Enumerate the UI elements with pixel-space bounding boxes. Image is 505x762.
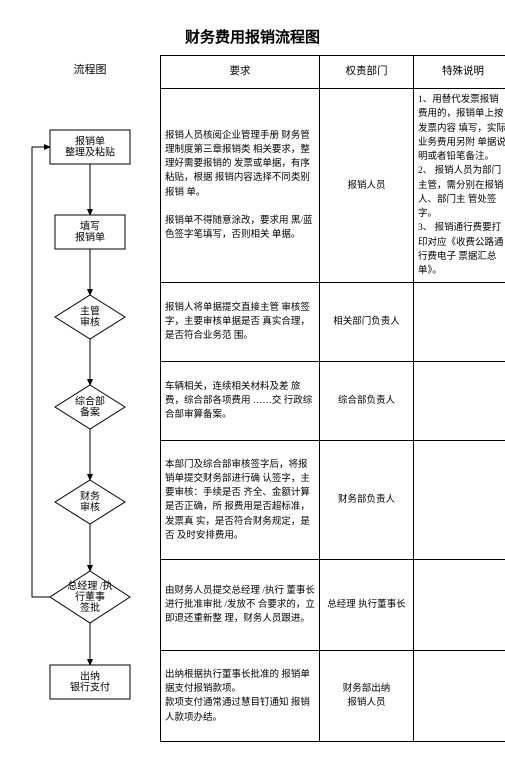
table-row: 出纳根据执行董事长批准的 报销单据支付报销款项。款项支付通常通过慧目钉通知 报销… [161, 651, 505, 742]
cell-dept: 报销人员 [320, 89, 414, 283]
svg-text:总经理 /执: 总经理 /执 [67, 579, 112, 592]
cell-req: 本部门及综合部审核签字后，将报销单提交财务部进行确 认签字，主要审核：手续是否 … [161, 441, 320, 560]
description-table: 要求 权责部门 特殊说明 报销人员核阅企业管理手册 财务管理制度第三章报销类 相… [160, 55, 505, 742]
cell-note [414, 362, 505, 441]
cell-req: 出纳根据执行董事长批准的 报销单据支付报销款项。款项支付通常通过慧目钉通知 报销… [161, 651, 320, 742]
svg-text:审核: 审核 [80, 501, 100, 514]
col-header-note: 特殊说明 [414, 56, 505, 89]
table-row: 由财务人员提交总经理 /执行 董事长进行批准审批 /发放不 合要求的，立即退还重… [161, 560, 505, 651]
table-row: 本部门及综合部审核签字后，将报销单提交财务部进行确 认签字，主要审核：手续是否 … [161, 441, 505, 560]
svg-text:出纳: 出纳 [80, 670, 100, 683]
svg-text:财务: 财务 [80, 490, 100, 503]
svg-text:银行支付: 银行支付 [70, 681, 110, 694]
col-header-req: 要求 [161, 56, 320, 89]
table-row: 报销人将单据提交直接主管 审核签字，主要审核单据是否 真实合理，是否符合业务范 … [161, 283, 505, 362]
svg-text:综合部: 综合部 [75, 395, 105, 408]
cell-dept: 财务部负责人 [320, 441, 414, 560]
col-header-dept: 权责部门 [320, 56, 414, 89]
cell-note [414, 651, 505, 742]
flow-column: 流程图 报销单整理及粘贴填写报销单主管审核综合部备案财务审核总经理 /执行董事签… [20, 55, 160, 717]
svg-text:报销单: 报销单 [75, 231, 105, 244]
table-header-row: 要求 权责部门 特殊说明 [161, 56, 505, 89]
svg-text:签批: 签批 [80, 601, 100, 614]
table-row: 报销人员核阅企业管理手册 财务管理制度第三章报销类 相关要求，整理好需要报销的 … [161, 89, 505, 283]
cell-req: 由财务人员提交总经理 /执行 董事长进行批准审批 /发放不 合要求的，立即退还重… [161, 560, 320, 651]
cell-dept: 财务部出纳报销人员 [320, 651, 414, 742]
cell-req: 报销人员核阅企业管理手册 财务管理制度第三章报销类 相关要求，整理好需要报销的 … [161, 89, 320, 283]
svg-text:主管: 主管 [80, 305, 100, 318]
svg-text:填写: 填写 [80, 220, 100, 233]
cell-req: 车辆相关，连续相关材料及差 旅费，综合部各项费用 ……交 行政综合部审算备案。 [161, 362, 320, 441]
cell-dept: 总经理 执行董事长 [320, 560, 414, 651]
content-wrap: 流程图 报销单整理及粘贴填写报销单主管审核综合部备案财务审核总经理 /执行董事签… [20, 55, 485, 742]
svg-text:备案: 备案 [80, 406, 100, 419]
flow-heading: 流程图 [20, 55, 160, 87]
cell-note [414, 560, 505, 651]
cell-dept: 相关部门负责人 [320, 283, 414, 362]
svg-text:审核: 审核 [80, 316, 100, 329]
table-row: 车辆相关，连续相关材料及差 旅费，综合部各项费用 ……交 行政综合部审算备案。综… [161, 362, 505, 441]
cell-note [414, 283, 505, 362]
svg-text:整理及粘贴: 整理及粘贴 [65, 146, 115, 159]
page-title: 财务费用报销流程图 [20, 26, 485, 47]
flowchart: 报销单整理及粘贴填写报销单主管审核综合部备案财务审核总经理 /执行董事签批出纳银… [20, 87, 160, 717]
svg-text:报销单: 报销单 [75, 135, 105, 148]
svg-text:行董事: 行董事 [75, 590, 105, 603]
cell-note: 1、用替代发票报销费用的，报销单上按发票内容 填写，实际业务费用另附 单据说明或… [414, 89, 505, 283]
cell-note [414, 441, 505, 560]
cell-dept: 综合部负责人 [320, 362, 414, 441]
cell-req: 报销人将单据提交直接主管 审核签字，主要审核单据是否 真实合理，是否符合业务范 … [161, 283, 320, 362]
